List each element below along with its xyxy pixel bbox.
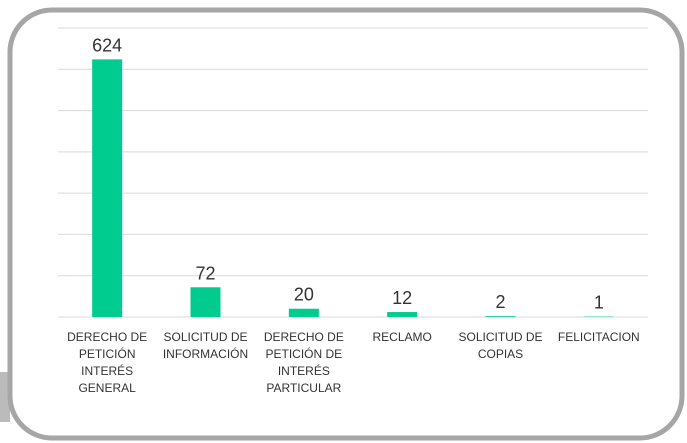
value-label: 72 <box>195 263 215 283</box>
x-tick-label: FELICITACION <box>557 330 640 344</box>
side-tab <box>0 372 10 422</box>
value-label: 20 <box>294 285 314 305</box>
bar <box>387 312 418 317</box>
x-tick-label: DERECHO DE PETICIÓN DE INTERÉS PARTICULA… <box>263 330 344 395</box>
bar <box>288 308 319 317</box>
value-label: 2 <box>495 292 505 312</box>
x-tick-label: SOLICITUD DE INFORMACIÓN <box>162 330 249 361</box>
x-tick-label: DERECHO DE PETICIÓN INTERÉS GENERAL <box>67 330 148 395</box>
value-label: 1 <box>594 293 604 313</box>
value-label: 12 <box>392 288 412 308</box>
value-label: 624 <box>92 35 122 55</box>
bar <box>92 59 123 318</box>
x-tick-label: RECLAMO <box>372 330 432 344</box>
frame <box>7 7 685 441</box>
bar <box>190 287 221 317</box>
x-tick-label: SOLICITUD DE COPIAS <box>458 330 543 361</box>
bar <box>485 316 516 317</box>
